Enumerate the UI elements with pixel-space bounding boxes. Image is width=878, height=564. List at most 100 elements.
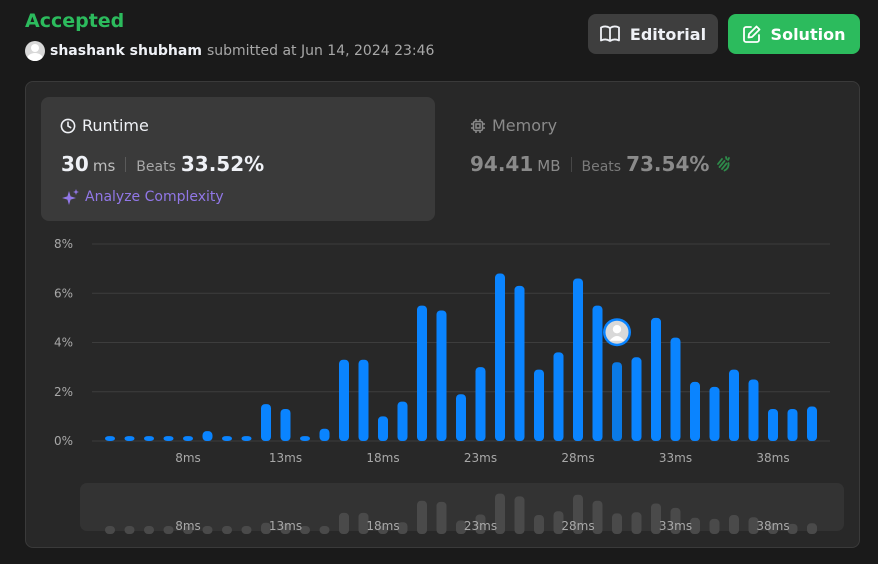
x-tick-label: 23ms	[464, 451, 497, 465]
chart-bar[interactable]	[475, 367, 486, 441]
chart-bar[interactable]	[592, 305, 603, 441]
chart-bar[interactable]	[631, 357, 642, 441]
chart-bar[interactable]	[339, 359, 349, 441]
chart-bar[interactable]	[261, 404, 271, 441]
chart-bar[interactable]	[144, 436, 154, 441]
mini-chart-bar	[456, 520, 466, 534]
chart-bar[interactable]	[534, 369, 544, 441]
chart-bar[interactable]	[358, 359, 369, 441]
user-position-marker[interactable]	[603, 318, 631, 347]
chart-bar[interactable]	[456, 394, 466, 441]
runtime-unit: ms	[92, 157, 116, 175]
mini-chart-bar	[319, 526, 330, 534]
y-tick-label: 8%	[54, 237, 73, 251]
chart-bar[interactable]	[202, 431, 213, 441]
chart-bar[interactable]	[436, 310, 447, 441]
chart-bar[interactable]	[729, 369, 739, 441]
runtime-title: Runtime	[60, 116, 149, 135]
mini-x-tick-label: 38ms	[756, 519, 789, 533]
mini-chart-bar	[709, 518, 720, 534]
runtime-metric: 30 ms Beats 33.52%	[61, 152, 264, 176]
runtime-card[interactable]	[41, 97, 435, 221]
chart-bar[interactable]	[105, 436, 115, 441]
chart-bar[interactable]	[163, 436, 174, 441]
chart-bar[interactable]	[183, 436, 193, 441]
editorial-button[interactable]: Editorial	[588, 14, 718, 54]
chart-bar[interactable]	[787, 408, 798, 441]
mini-x-tick-label: 23ms	[464, 519, 497, 533]
chart-bar[interactable]	[690, 381, 700, 441]
memory-metric[interactable]: 94.41 MB Beats 73.54%	[470, 152, 732, 176]
mini-chart-bar	[339, 512, 349, 534]
submission-status: Accepted	[25, 10, 125, 32]
submitted-time: submitted at Jun 14, 2024 23:46	[206, 43, 435, 59]
runtime-title-label: Runtime	[82, 116, 149, 135]
memory-title-label: Memory	[492, 116, 558, 135]
analyze-complexity-link[interactable]: Analyze Complexity	[62, 188, 224, 206]
submitter-name[interactable]: shashank shubham	[50, 43, 202, 59]
mini-chart-bar	[202, 526, 213, 534]
mini-chart-bar	[592, 500, 603, 534]
submitter-info: shashank shubham submitted at Jun 14, 20…	[25, 41, 434, 61]
chart-bar[interactable]	[241, 436, 252, 441]
chart-bar[interactable]	[124, 436, 135, 441]
chart-bar[interactable]	[748, 379, 759, 441]
solution-label: Solution	[770, 24, 846, 44]
chart-bar[interactable]	[280, 408, 291, 441]
chart-bar[interactable]	[768, 408, 778, 441]
mini-chart-bar	[124, 526, 135, 534]
mini-chart-bar	[417, 500, 427, 534]
x-tick-label: 8ms	[175, 451, 201, 465]
mini-chart-bar	[261, 522, 271, 534]
chart-bar[interactable]	[651, 317, 661, 441]
mini-chart-bar	[807, 523, 817, 534]
book-icon	[600, 25, 620, 43]
mini-chart-bar	[436, 501, 447, 534]
mini-chart-bar	[475, 514, 486, 534]
chart-bar[interactable]	[397, 401, 408, 441]
chart-bar[interactable]	[417, 305, 427, 441]
chip-icon	[470, 118, 486, 134]
chart-bar[interactable]	[514, 285, 525, 441]
mini-chart-bar	[553, 511, 564, 534]
divider	[125, 156, 127, 172]
mini-chart-bar	[514, 496, 525, 534]
solution-button[interactable]: Solution	[728, 14, 860, 54]
mini-chart-bar	[670, 507, 681, 534]
mini-chart-bar	[241, 526, 252, 534]
chart-bar[interactable]	[612, 362, 622, 441]
mini-x-tick-label: 28ms	[561, 519, 594, 533]
sparkle-icon	[62, 188, 80, 206]
chart-bar[interactable]	[807, 406, 817, 441]
mini-chart-bar	[358, 512, 369, 534]
edit-icon	[742, 25, 761, 43]
mini-chart-bar	[631, 512, 642, 534]
mini-chart-bar	[573, 494, 583, 534]
memory-title[interactable]: Memory	[470, 116, 557, 135]
chart-bar[interactable]	[495, 273, 505, 441]
y-tick-label: 0%	[54, 434, 73, 448]
y-tick-label: 2%	[54, 385, 73, 399]
chart-bar[interactable]	[300, 436, 310, 441]
mini-x-tick-label: 8ms	[175, 519, 201, 533]
clock-icon	[60, 118, 76, 134]
chart-bar[interactable]	[378, 416, 388, 441]
chart-bar[interactable]	[670, 337, 681, 441]
editorial-label: Editorial	[629, 24, 707, 44]
mini-chart-bar	[690, 517, 700, 534]
memory-value: 94.41	[470, 152, 534, 176]
avatar[interactable]	[25, 41, 45, 61]
mini-chart-bar	[768, 523, 778, 534]
mini-chart-bar	[163, 526, 174, 534]
analyze-label: Analyze Complexity	[85, 189, 224, 205]
chart-bar[interactable]	[709, 386, 720, 441]
chart-bar[interactable]	[573, 278, 583, 441]
mini-chart-bar	[222, 526, 232, 534]
mini-chart-bar	[144, 526, 154, 534]
chart-bar[interactable]	[553, 352, 564, 441]
chart-bar[interactable]	[222, 436, 232, 441]
chart-bar[interactable]	[319, 428, 330, 441]
mini-chart-bar	[729, 515, 739, 534]
y-tick-label: 6%	[54, 286, 73, 300]
